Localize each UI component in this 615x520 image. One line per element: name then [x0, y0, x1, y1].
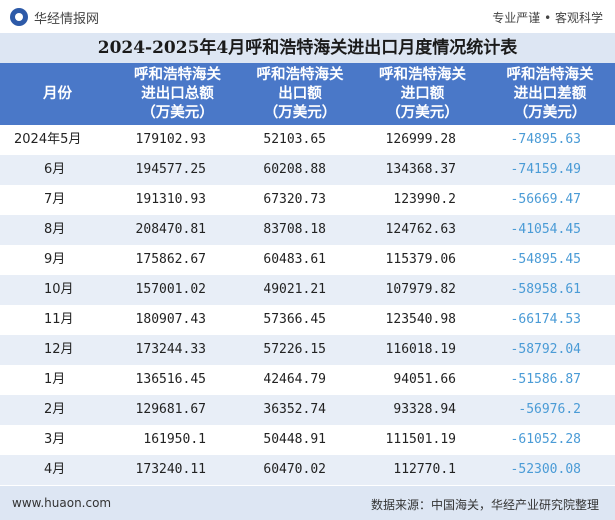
cell-balance: -58958.61	[510, 282, 581, 297]
cell-month: 12月	[44, 342, 74, 357]
cell-balance: -41054.45	[510, 222, 581, 237]
slogan: 专业严谨 • 客观科学	[492, 11, 603, 25]
cell-total: 194577.25	[135, 162, 206, 177]
brand-name: 华经情报网	[34, 11, 100, 27]
table-row: 7月 191310.93 67320.73 123990.2 -56669.47	[0, 185, 615, 215]
cell-import: 123990.2	[393, 192, 456, 207]
cell-balance: -74895.63	[510, 132, 581, 147]
cell-import: 94051.66	[393, 372, 456, 387]
table-row: 4月 173240.11 60470.02 112770.1 -52300.08	[0, 455, 615, 485]
brand: 华经情报网	[10, 8, 100, 27]
cell-export: 67320.73	[263, 192, 326, 207]
cell-export: 60483.61	[263, 252, 326, 267]
cell-month: 2024年5月	[14, 132, 82, 147]
cell-total: 208470.81	[135, 222, 206, 237]
cell-import: 112770.1	[393, 462, 456, 477]
cell-export: 36352.74	[263, 402, 326, 417]
cell-import: 123540.98	[385, 312, 456, 327]
cell-import: 115379.06	[385, 252, 456, 267]
table-row: 1月 136516.45 42464.79 94051.66 -51586.87	[0, 365, 615, 395]
table-row: 12月 173244.33 57226.15 116018.19 -58792.…	[0, 335, 615, 365]
table-header: 月份 呼和浩特海关 进出口总额 （万美元） 呼和浩特海关 出口额 （万美元） 呼…	[0, 63, 615, 125]
cell-import: 116018.19	[385, 342, 456, 357]
table-row: 2月 129681.67 36352.74 93328.94 -56976.2	[0, 395, 615, 425]
cell-month: 6月	[44, 162, 66, 177]
cell-export: 42464.79	[263, 372, 326, 387]
cell-import: 124762.63	[385, 222, 456, 237]
table-title: 2024-2025年4月呼和浩特海关进出口月度情况统计表	[0, 33, 615, 63]
cell-total: 191310.93	[135, 192, 206, 207]
cell-import: 111501.19	[385, 432, 456, 447]
website-link[interactable]: www.huaon.com	[12, 496, 112, 510]
table-row: 8月 208470.81 83708.18 124762.63 -41054.4…	[0, 215, 615, 245]
huajing-logo-icon	[10, 8, 28, 26]
cell-balance: -74159.49	[510, 162, 581, 177]
data-source: 数据来源：中国海关，华经产业研究院整理	[370, 498, 599, 512]
cell-export: 83708.18	[263, 222, 326, 237]
table-row: 9月 175862.67 60483.61 115379.06 -54895.4…	[0, 245, 615, 275]
cell-balance: -58792.04	[510, 342, 581, 357]
cell-month: 10月	[44, 282, 74, 297]
footer: www.huaon.com 数据来源：中国海关，华经产业研究院整理	[0, 486, 615, 520]
cell-export: 60208.88	[263, 162, 326, 177]
cell-export: 57226.15	[263, 342, 326, 357]
table-row: 6月 194577.25 60208.88 134368.37 -74159.4…	[0, 155, 615, 185]
header-balance: 呼和浩特海关 进出口差额 （万美元）	[506, 66, 594, 121]
cell-balance: -66174.53	[510, 312, 581, 327]
cell-import: 93328.94	[393, 402, 456, 417]
table-row: 2024年5月 179102.93 52103.65 126999.28 -74…	[0, 125, 615, 155]
cell-month: 9月	[44, 252, 66, 267]
cell-month: 4月	[44, 462, 66, 477]
cell-total: 173244.33	[135, 342, 206, 357]
cell-balance: -61052.28	[510, 432, 581, 447]
cell-total: 180907.43	[135, 312, 206, 327]
cell-total: 179102.93	[135, 132, 206, 147]
cell-month: 3月	[44, 432, 66, 447]
header-total: 呼和浩特海关 进出口总额 （万美元）	[134, 66, 221, 121]
header-month: 月份	[43, 85, 72, 102]
cell-total: 157001.02	[135, 282, 206, 297]
table-row: 3月 161950.1 50448.91 111501.19 -61052.28	[0, 425, 615, 455]
cell-total: 173240.11	[135, 462, 206, 477]
table-row: 10月 157001.02 49021.21 107979.82 -58958.…	[0, 275, 615, 305]
cell-import: 107979.82	[385, 282, 456, 297]
cell-export: 50448.91	[263, 432, 326, 447]
cell-export: 52103.65	[263, 132, 326, 147]
cell-balance: -52300.08	[510, 462, 581, 477]
cell-balance: -54895.45	[510, 252, 581, 267]
table-row: 11月 180907.43 57366.45 123540.98 -66174.…	[0, 305, 615, 335]
cell-total: 129681.67	[135, 402, 206, 417]
cell-month: 2月	[44, 402, 66, 417]
cell-balance: -56976.2	[518, 402, 581, 417]
cell-month: 7月	[44, 192, 66, 207]
header-import: 呼和浩特海关 进口额 （万美元）	[379, 66, 466, 121]
cell-import: 134368.37	[385, 162, 456, 177]
cell-export: 57366.45	[263, 312, 326, 327]
cell-balance: -51586.87	[510, 372, 581, 387]
cell-total: 175862.67	[135, 252, 206, 267]
cell-balance: -56669.47	[510, 192, 581, 207]
top-bar: 华经情报网 专业严谨 • 客观科学	[0, 0, 615, 34]
cell-month: 1月	[44, 372, 66, 387]
cell-export: 60470.02	[263, 462, 326, 477]
cell-total: 161950.1	[143, 432, 206, 447]
cell-month: 8月	[44, 222, 66, 237]
cell-import: 126999.28	[385, 132, 456, 147]
cell-total: 136516.45	[135, 372, 206, 387]
cell-month: 11月	[44, 312, 74, 327]
cell-export: 49021.21	[263, 282, 326, 297]
header-export: 呼和浩特海关 出口额 （万美元）	[256, 66, 344, 121]
